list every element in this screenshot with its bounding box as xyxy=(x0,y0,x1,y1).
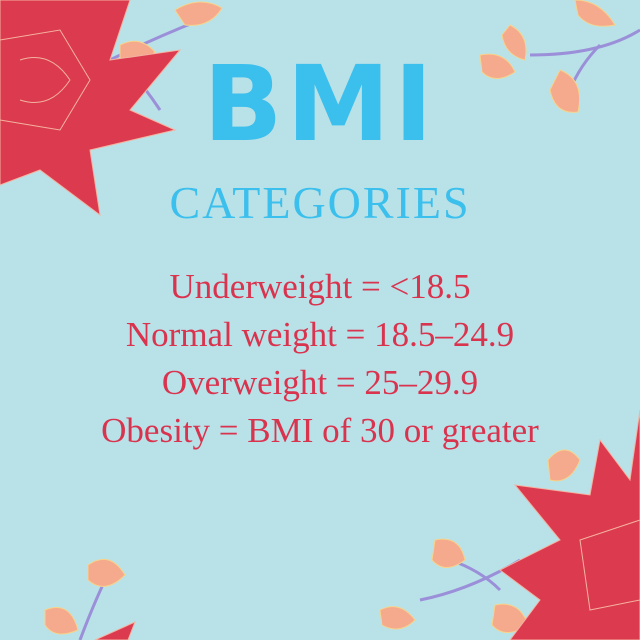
category-item: Underweight = <18.5 xyxy=(170,267,471,306)
category-list: Underweight = <18.5 Normal weight = 18.5–… xyxy=(101,267,539,450)
category-item: Overweight = 25–29.9 xyxy=(162,363,478,402)
subtitle: CATEGORIES xyxy=(169,177,470,228)
leaves-top-right xyxy=(479,0,640,113)
flower-top-left xyxy=(0,0,223,217)
category-item: Obesity = BMI of 30 or greater xyxy=(101,411,539,450)
flower-bottom-right xyxy=(379,409,640,640)
leaves-bottom-left xyxy=(44,558,136,640)
title: BMI xyxy=(203,43,436,165)
category-item: Normal weight = 18.5–24.9 xyxy=(126,315,514,354)
